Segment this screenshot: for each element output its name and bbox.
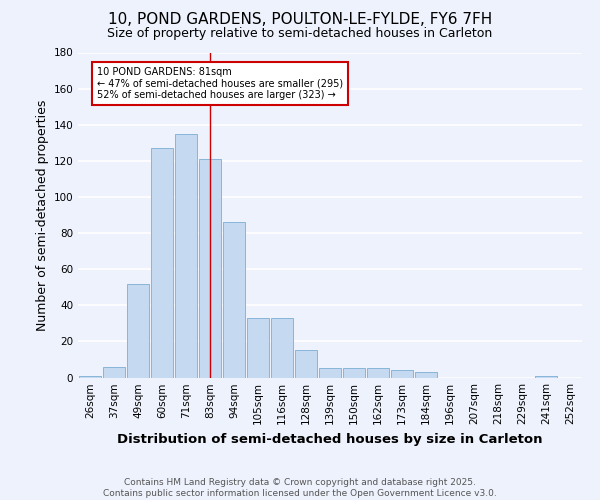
- Bar: [391, 370, 413, 378]
- Bar: [175, 134, 197, 378]
- Bar: [415, 372, 437, 378]
- Bar: [271, 318, 293, 378]
- Bar: [151, 148, 173, 378]
- Text: 10, POND GARDENS, POULTON-LE-FYLDE, FY6 7FH: 10, POND GARDENS, POULTON-LE-FYLDE, FY6 …: [108, 12, 492, 28]
- Bar: [223, 222, 245, 378]
- Y-axis label: Number of semi-detached properties: Number of semi-detached properties: [36, 100, 49, 330]
- Bar: [295, 350, 317, 378]
- Bar: [103, 366, 125, 378]
- Bar: [343, 368, 365, 378]
- Text: Contains HM Land Registry data © Crown copyright and database right 2025.
Contai: Contains HM Land Registry data © Crown c…: [103, 478, 497, 498]
- Text: Size of property relative to semi-detached houses in Carleton: Size of property relative to semi-detach…: [107, 28, 493, 40]
- Text: 10 POND GARDENS: 81sqm
← 47% of semi-detached houses are smaller (295)
52% of se: 10 POND GARDENS: 81sqm ← 47% of semi-det…: [97, 67, 343, 100]
- Bar: [319, 368, 341, 378]
- Bar: [79, 376, 101, 378]
- Bar: [127, 284, 149, 378]
- Bar: [367, 368, 389, 378]
- Bar: [199, 159, 221, 378]
- Bar: [247, 318, 269, 378]
- X-axis label: Distribution of semi-detached houses by size in Carleton: Distribution of semi-detached houses by …: [117, 433, 543, 446]
- Bar: [535, 376, 557, 378]
